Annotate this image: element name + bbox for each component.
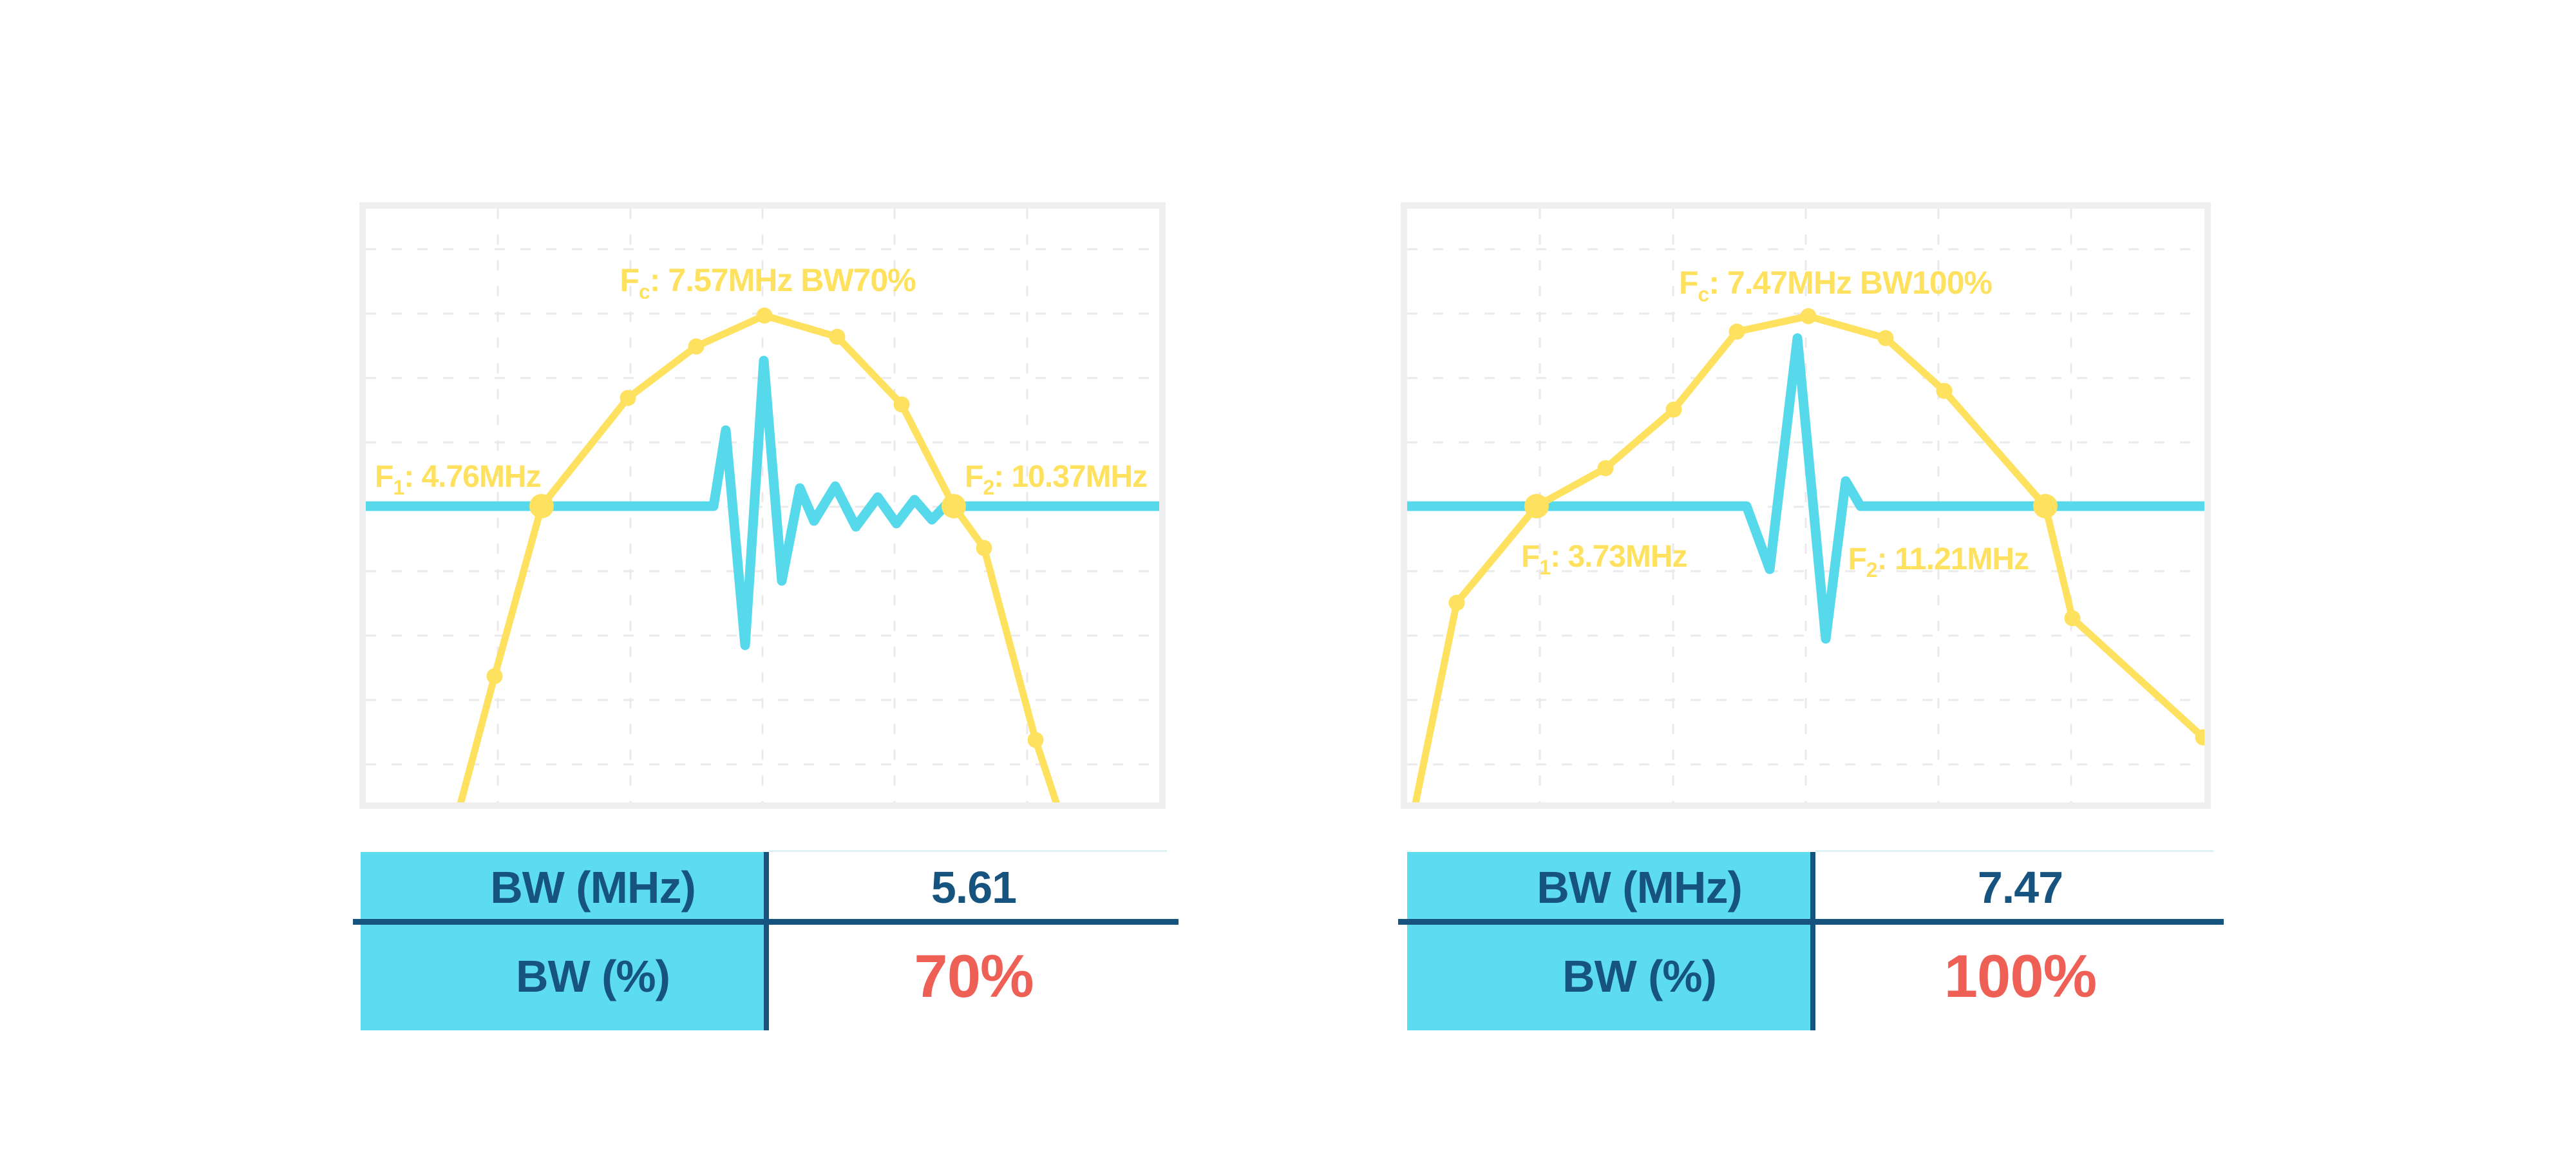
f1-annotation-right: F1: 3.73MHz <box>1521 540 1687 579</box>
spectrum-marker <box>756 307 773 324</box>
spectrum-marker <box>893 396 910 413</box>
bw-pct-value: 70% <box>914 942 1034 1010</box>
bw-mhz-value: 5.61 <box>931 862 1017 913</box>
spectrum-marker <box>486 668 503 685</box>
spectrum-crossing-marker <box>1524 494 1549 518</box>
bw-mhz-label: BW (MHz) <box>490 862 696 913</box>
spectrum-marker <box>1936 383 1953 399</box>
bw-pct-value-cell: 100% <box>1815 922 2225 1030</box>
bw-mhz-label-cell: BW (MHz) <box>361 852 764 922</box>
f1-annotation-left: F1: 4.76MHz <box>375 460 541 499</box>
bw-mhz-label: BW (MHz) <box>1537 862 1743 913</box>
spectrum-line <box>1412 312 2204 802</box>
spectrum-marker <box>976 540 992 556</box>
bw-mhz-value: 7.47 <box>1977 862 2063 913</box>
spectrum-crossing-marker <box>942 494 966 518</box>
table-top-border <box>1815 850 2213 852</box>
spectrum-marker <box>688 338 705 355</box>
spectrum-crossing-marker <box>2033 494 2058 518</box>
spectrum-marker <box>2195 729 2204 746</box>
pulse-waveform-line <box>1407 333 2204 644</box>
chart-plot-left <box>366 209 1159 802</box>
spectrum-marker <box>829 328 846 345</box>
bw-mhz-value-cell: 5.61 <box>769 852 1179 922</box>
bw-mhz-label-cell: BW (MHz) <box>1407 852 1810 922</box>
bw-pct-value-cell: 70% <box>769 922 1179 1030</box>
spectrum-marker <box>1728 323 1745 340</box>
table-divider-vertical <box>1810 852 1815 1030</box>
table-top-border <box>769 850 1167 852</box>
bw-pct-label-cell: BW (%) <box>361 922 764 1030</box>
spectrum-marker <box>1665 401 1682 418</box>
spectrum-marker <box>1877 330 1894 346</box>
spectrum-line <box>457 312 1060 802</box>
chart-plot-right <box>1407 209 2204 802</box>
bw-pct-label: BW (%) <box>516 951 670 1001</box>
spectrum-marker <box>1448 594 1465 611</box>
f2-annotation-left: F2: 10.37MHz <box>965 460 1147 499</box>
bw-pct-value: 100% <box>1944 942 2097 1010</box>
fc-annotation-left: Fc: 7.57MHz BW70% <box>620 262 916 303</box>
spectrum-crossing-marker <box>529 494 554 518</box>
spectrum-marker <box>1027 732 1044 748</box>
fc-annotation-right: Fc: 7.47MHz BW100% <box>1679 265 1993 306</box>
f2-annotation-right: F2: 11.21MHz <box>1848 542 2029 582</box>
bw-pct-label-cell: BW (%) <box>1407 922 1810 1030</box>
table-divider-vertical <box>764 852 769 1030</box>
bw-pct-label: BW (%) <box>1562 951 1717 1001</box>
bw-mhz-value-cell: 7.47 <box>1815 852 2225 922</box>
spectrum-marker <box>620 390 636 406</box>
spectrum-marker <box>2064 610 2081 627</box>
pulse-waveform-line <box>366 355 1159 650</box>
spectrum-marker <box>1597 460 1614 477</box>
spectrum-marker <box>1800 308 1817 325</box>
